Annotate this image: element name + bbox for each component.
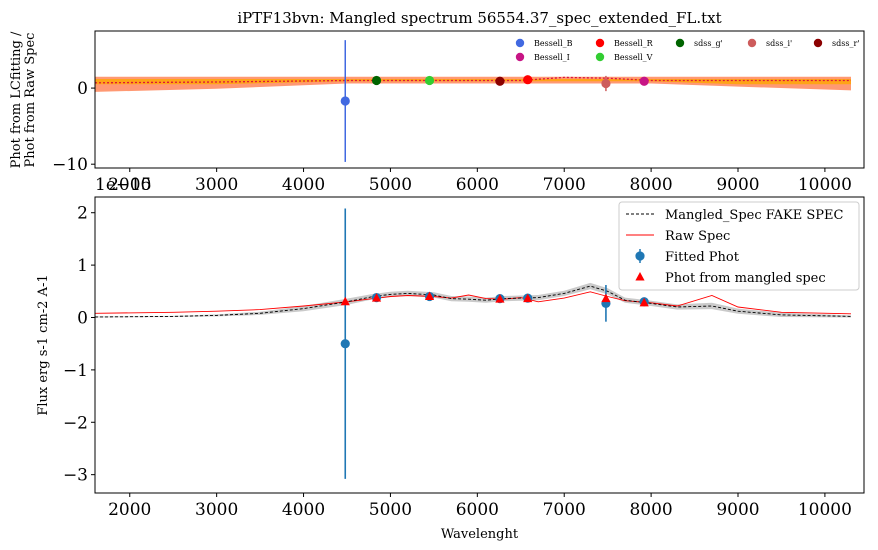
ratio-point [340, 96, 350, 106]
panel1-legend-label: sdss_g' [694, 39, 723, 48]
mangled-phot-point [371, 293, 382, 302]
panel1-frame [94, 30, 865, 169]
panel1-legend-label: Bessell_R [614, 39, 654, 48]
panel2-plot-area [95, 208, 852, 479]
panel2-ytick-label: −3 [63, 466, 88, 486]
panel1-legend-marker [595, 38, 605, 48]
panel1-xtick-label: 2000 [108, 175, 151, 195]
ratio-point [424, 75, 435, 86]
legend-raw-spec-label: Raw Spec [665, 229, 730, 244]
legend-mangled-phot-label: Phot from mangled spec [665, 271, 826, 286]
panel1-xtick-label: 3000 [195, 175, 238, 195]
panel1-legend-marker [747, 38, 757, 48]
panel2-ytick-label: 2 [77, 204, 88, 224]
legend-fitted-phot-marker [635, 251, 645, 261]
panel1-ytick-label: −10 [52, 155, 88, 175]
panel1-legend-marker [595, 52, 605, 62]
uncertainty-band [95, 282, 851, 318]
panel1-legend-marker [515, 52, 525, 62]
raw-spec-line [95, 291, 852, 315]
panel2-frame [94, 196, 865, 494]
fitted-phot-point [340, 339, 350, 349]
legend-mangled-phot-marker [635, 272, 645, 281]
panel2-ytick-label: 0 [77, 308, 88, 328]
panel1-legend-label: Bessell_B [534, 39, 573, 48]
mangled-phot-point [639, 297, 649, 307]
mangled-spec-line [95, 285, 852, 318]
panel1-legend-label: sdss_i' [766, 39, 792, 48]
panel2-xtick-label: 2000 [108, 500, 151, 520]
panel1-ylabel: Phot from LCfitting / Phot from Raw Spec [9, 31, 38, 168]
mangled-phot-point [523, 293, 533, 303]
legend-fitted-phot-label: Fitted Phot [665, 250, 740, 265]
panel1-legend-marker [813, 38, 823, 48]
panel2-ylabel: Flux erg s-1 cm-2 A-1 [36, 274, 51, 415]
panel1-xtick-label: 4000 [282, 175, 325, 195]
panel1-xtick-label: 8000 [629, 175, 672, 195]
panel2-legend-box [618, 201, 860, 291]
panel1-xtick-label: 9000 [716, 175, 759, 195]
legend-mangled-spec-label: Mangled_Spec FAKE SPEC [665, 208, 844, 223]
mangled-phot-point [424, 291, 435, 301]
panel2-xtick-label: 4000 [282, 500, 325, 520]
panel1-offset-text: 1e−15 [95, 175, 152, 195]
panel2-ylabel-group: Flux erg s-1 cm-2 A-1 [36, 274, 51, 415]
panel2-xtick-label: 5000 [369, 500, 412, 520]
panel2-xtick-label: 7000 [543, 500, 586, 520]
panel2-ytick-label: 1 [77, 256, 88, 276]
panel1-ylabel-line2: Phot from Raw Spec [23, 33, 38, 168]
ratio-band-inner [95, 79, 851, 85]
ratio-point [495, 76, 505, 86]
panel1-ylabel-line1: Phot from LCfitting / [9, 31, 24, 168]
panel1-legend-marker [675, 38, 685, 48]
ratio-point [639, 76, 649, 86]
ratio-point [601, 78, 611, 89]
panel1-plot-area [95, 40, 851, 162]
panel1-xtick-label: 6000 [456, 175, 499, 195]
panel2-xtick-label: 6000 [456, 500, 499, 520]
panel1-xtick-label: 5000 [369, 175, 412, 195]
ratio-point [523, 75, 533, 85]
mangled-phot-point [601, 293, 611, 303]
panel2-xtick-label: 9000 [716, 500, 759, 520]
panel2-ytick-label: −1 [63, 361, 88, 381]
panel1-legend-label: Bessell_I [534, 53, 570, 62]
panel2-xlabel: Wavelenght [441, 527, 519, 542]
panel2-ytick-label: −2 [63, 413, 88, 433]
panel2-xtick-label: 3000 [195, 500, 238, 520]
panel2-xtick-label: 8000 [629, 500, 672, 520]
panel1-legend-marker [515, 38, 525, 48]
panel1-ytick-label: 0 [77, 79, 88, 99]
panel1-title: iPTF13bvn: Mangled spectrum 56554.37_spe… [237, 9, 721, 27]
panel1-xtick-label: 7000 [543, 175, 586, 195]
panel2-xtick-label: 10000 [798, 500, 852, 520]
mangled-phot-point [495, 294, 505, 303]
panel1-legend-label: Bessell_V [614, 53, 653, 62]
ratio-point [371, 75, 382, 86]
panel1-legend-label: sdss_r' [832, 39, 859, 48]
panel1-xtick-label: 10000 [798, 175, 852, 195]
mangled-phot-point [340, 296, 350, 306]
